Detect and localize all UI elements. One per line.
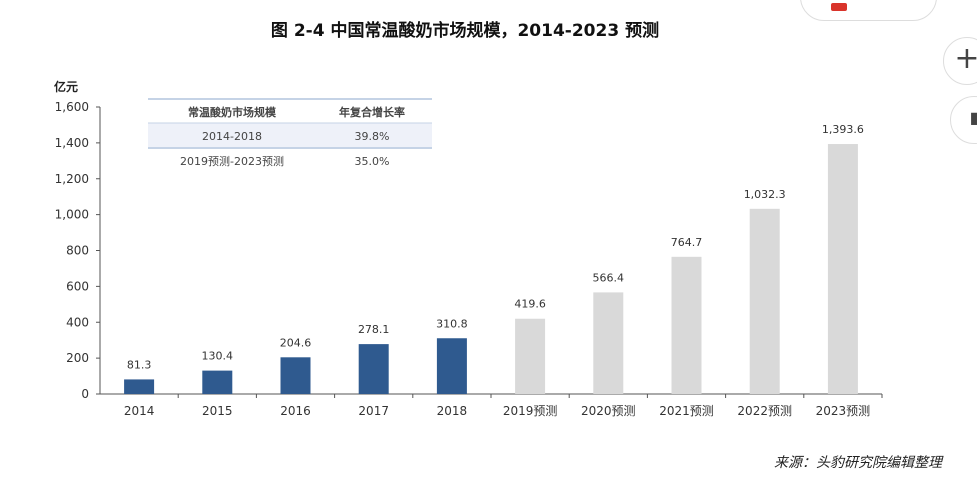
data-label: 204.6 [280,336,312,349]
data-label: 764.7 [671,236,703,249]
bar-2023预测 [827,144,858,394]
data-label: 566.4 [593,271,625,284]
data-label: 130.4 [202,350,234,363]
y-tick-label: 1,400 [55,136,89,150]
y-tick-label: 200 [66,351,89,365]
logo-icon [831,3,847,11]
x-tick-label: 2023预测 [816,404,871,418]
source-note: 来源：头豹研究院编辑整理 [774,455,942,471]
x-tick-label: 2020预测 [581,404,636,418]
bar-2022预测 [749,208,780,394]
table-cell: 39.8% [355,130,390,143]
table-cell: 2019预测-2023预测 [180,155,284,168]
data-label: 1,032.3 [744,188,786,201]
bar-2015 [202,370,233,394]
data-label: 419.6 [514,298,546,311]
y-axis-label: 亿元 [54,79,78,94]
data-label: 81.3 [127,358,152,371]
y-tick-label: 400 [66,315,89,329]
data-label: 310.8 [436,317,468,330]
inset-table: 常温酸奶市场规模 年复合增长率 2014-2018 39.8% 2019预测-2023预… [148,98,432,168]
chart-title: 图 2-4 中国常温酸奶市场规模，2014-2023 预测 [270,21,660,41]
plus-icon: + [954,41,977,76]
x-tick-label: 2016 [280,404,311,418]
x-tick-label: 2021预测 [659,404,714,418]
bar-2014 [124,379,155,394]
bar-2016 [280,357,311,394]
x-tick-label: 2018 [437,404,468,418]
bar-2018 [436,338,467,394]
table-row-shade [148,123,432,148]
x-tick-label: 2022预测 [737,404,792,418]
table-cell: 2014-2018 [202,130,262,143]
table-header: 常温酸奶市场规模 [188,105,277,119]
bar-2020预测 [593,292,624,394]
table-header: 年复合增长率 [339,105,405,119]
x-tick-label: 2014 [124,404,155,418]
y-tick-label: 0 [81,387,89,401]
y-tick-label: 800 [66,244,89,258]
bar-2019预测 [515,318,546,394]
document-icon: ▮ [969,108,977,127]
x-tick-label: 2015 [202,404,233,418]
bar-2021预测 [671,256,702,394]
y-tick-label: 600 [66,279,89,293]
data-label: 278.1 [358,323,390,336]
y-tick-label: 1,600 [55,100,89,114]
data-label: 1,393.6 [822,123,864,136]
side-button[interactable]: ▮ [950,96,977,144]
x-tick-label: 2017 [358,404,389,418]
zoom-in-button[interactable]: + [943,37,977,85]
table-cell: 35.0% [355,155,390,168]
y-tick-label: 1,000 [55,208,89,222]
bar-2017 [358,344,389,394]
x-tick-label: 2019预测 [503,404,558,418]
y-tick-label: 1,200 [55,172,89,186]
